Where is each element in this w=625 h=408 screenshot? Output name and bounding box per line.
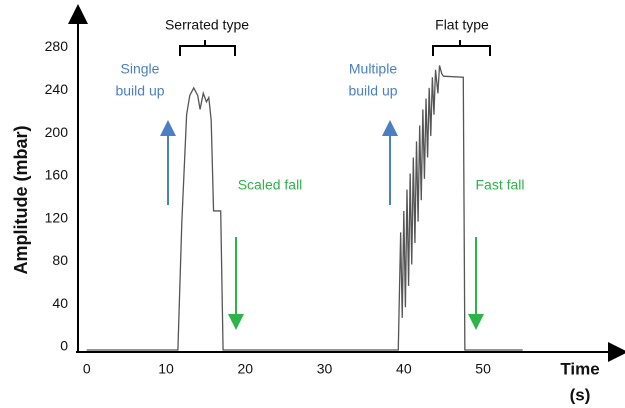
x-tick-label: 40	[396, 361, 412, 377]
signal-line	[86, 65, 523, 351]
y-tick-label: 240	[45, 81, 69, 97]
annotation: build up	[115, 83, 164, 99]
y-tick-label: 160	[45, 167, 69, 183]
x-tick-label: 0	[83, 361, 91, 377]
x-tick-label: 30	[317, 361, 333, 377]
y-tick-label: 0	[60, 338, 68, 354]
y-axis-title: Amplitude (mbar)	[11, 125, 31, 274]
x-tick-label: 50	[475, 361, 491, 377]
bracket	[179, 40, 236, 56]
y-tick-label: 200	[45, 124, 69, 140]
annotation: Multiple	[349, 61, 397, 77]
bracket	[432, 40, 491, 56]
annotation: build up	[348, 83, 397, 99]
annotation: Serrated type	[165, 17, 249, 33]
annotation: Single	[121, 61, 160, 77]
y-tick-label: 120	[45, 209, 69, 225]
x-axis-unit: (s)	[570, 385, 591, 404]
annotation: Fast fall	[475, 177, 524, 193]
annotation: Scaled fall	[238, 177, 303, 193]
x-tick-label: 20	[237, 361, 253, 377]
y-tick-label: 40	[52, 295, 68, 311]
y-tick-label: 280	[45, 38, 69, 54]
x-tick-label: 10	[158, 361, 174, 377]
x-axis-title: Time	[560, 359, 599, 378]
y-tick-label: 80	[52, 252, 68, 268]
annotation: Flat type	[435, 17, 489, 33]
